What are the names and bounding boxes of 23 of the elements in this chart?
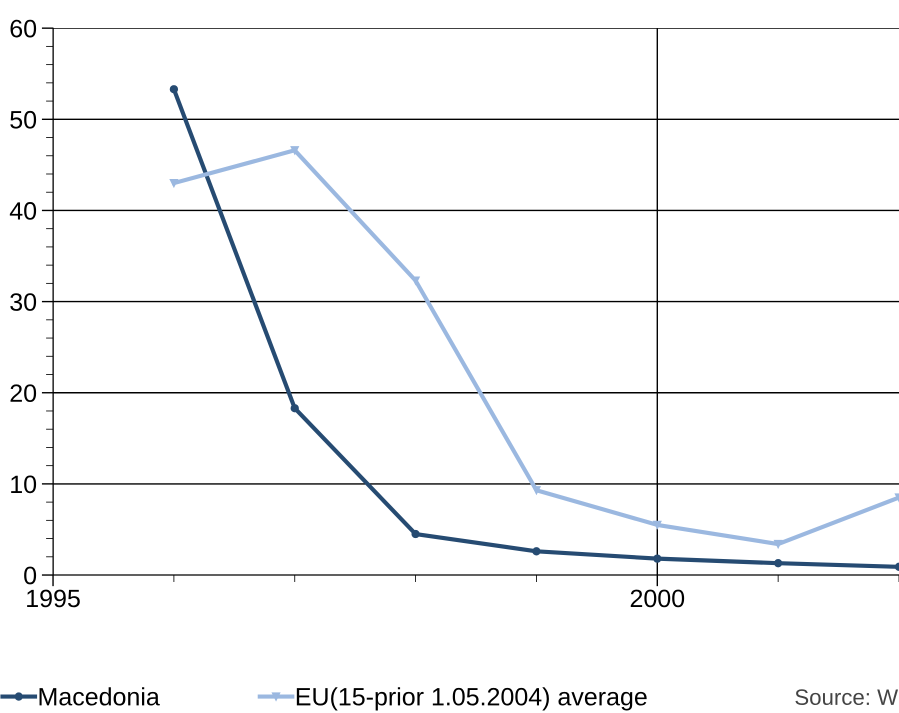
- legend-label: EU(15-prior 1.05.2004) average: [296, 687, 647, 710]
- y-tick-label: 20: [10, 384, 36, 402]
- legend-label: Macedonia: [40, 687, 160, 706]
- source-note: Source: W: [795, 689, 898, 706]
- point: [653, 554, 662, 563]
- point: [170, 85, 178, 94]
- y-tick-label: 50: [10, 110, 36, 129]
- point: [532, 547, 541, 556]
- point: [290, 146, 299, 154]
- point: [532, 486, 541, 494]
- y-tick-label: 60: [10, 20, 36, 38]
- y-tick-label: 40: [10, 202, 36, 220]
- x-tick-label: 1995: [27, 590, 80, 608]
- point: [774, 559, 782, 568]
- point: [411, 530, 420, 538]
- point: [170, 178, 178, 188]
- y-tick-label: 30: [10, 293, 36, 311]
- y-tick-label: 10: [11, 475, 36, 494]
- x-tick-label: 2000: [630, 590, 684, 608]
- point: [774, 540, 782, 548]
- point: [653, 520, 662, 530]
- y-tick-label: 0: [24, 566, 36, 584]
- point: [290, 404, 299, 412]
